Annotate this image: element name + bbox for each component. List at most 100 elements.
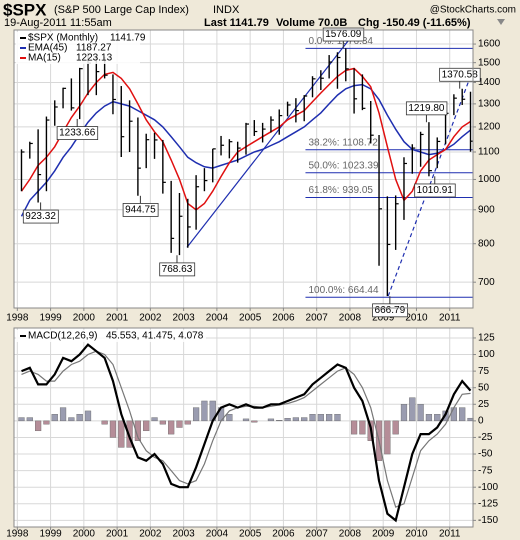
- annotation-label: 768.63: [162, 264, 193, 275]
- annotation-label: 1010.91: [417, 185, 454, 196]
- legend: MACD(12,26,9) 45.553, 41.475, 4.078: [16, 330, 206, 342]
- y-tick-label: -125: [478, 498, 498, 509]
- histogram-bar: [326, 414, 333, 422]
- y-tick-label: -50: [478, 449, 493, 460]
- legend-box: [16, 32, 140, 64]
- annotation-box: [122, 203, 159, 217]
- x-tick-label: 1998: [6, 529, 29, 540]
- fib-label: 100.0%: 664.44: [308, 285, 378, 296]
- index-name: (S&P 500 Large Cap Index): [54, 4, 189, 16]
- y-tick-label: 1000: [478, 174, 501, 185]
- y-tick-label: -75: [478, 465, 493, 476]
- legend-label: MACD(12,26,9): [28, 331, 97, 342]
- annotation-box: [372, 303, 408, 318]
- fib-label: 0.0%: 1576.34: [308, 36, 373, 47]
- x-tick-label: 2004: [206, 529, 229, 540]
- y-tick-label: 75: [478, 366, 490, 377]
- x-tick-label: 2009: [372, 313, 395, 324]
- annotation-label: 944.75: [125, 204, 156, 215]
- annotation-label: 1219.80: [408, 103, 445, 114]
- x-tick-label: 2005: [239, 313, 262, 324]
- legend-label: $SPX (Monthly): [28, 33, 98, 44]
- annotation-box: [405, 101, 448, 116]
- histogram-bar: [251, 420, 258, 423]
- histogram-bar: [43, 420, 50, 425]
- x-tick-label: 1998: [6, 313, 29, 324]
- histogram-bar: [84, 410, 92, 422]
- x-tick-label: 2000: [73, 529, 96, 540]
- y-tick-label: 1300: [478, 99, 501, 110]
- y-tick-label: 1600: [478, 39, 501, 50]
- y-tick-label: 0: [478, 416, 484, 427]
- plot-border: [13, 327, 474, 528]
- histogram-bar: [118, 420, 125, 448]
- y-tick-label: -25: [478, 432, 493, 443]
- histogram-bar: [267, 418, 275, 422]
- y-tick-label: 100: [478, 349, 495, 360]
- source: @StockCharts.com: [430, 5, 516, 16]
- fib-label: 61.8%: 939.05: [308, 185, 373, 196]
- histogram-bar: [68, 417, 75, 422]
- y-tick-label: 1200: [478, 122, 501, 133]
- legend-label: MA(15): [28, 53, 61, 64]
- histogram-bar: [18, 417, 25, 422]
- plot-area: [13, 29, 474, 309]
- legend: $SPX (Monthly) 1141.79 EMA(45) 1187.27 MA(15…: [16, 32, 146, 64]
- histogram-bar: [425, 414, 433, 422]
- x-tick-label: 2008: [339, 529, 362, 540]
- y-tick-label: 900: [478, 204, 495, 215]
- x-tick-label: 2000: [73, 313, 96, 324]
- x-tick-label: 1999: [39, 313, 62, 324]
- annotation-box: [56, 126, 99, 140]
- histogram-bar: [276, 420, 283, 422]
- histogram-bar: [301, 417, 308, 422]
- x-tick-label: 2002: [139, 529, 162, 540]
- histogram-bar: [109, 420, 117, 438]
- legend-box: [16, 330, 206, 342]
- fib-label: 50.0%: 1023.39: [308, 160, 378, 171]
- x-tick-label: 2011: [439, 529, 461, 540]
- legend-value: 1223.13: [76, 53, 113, 64]
- x-tick-label: 2001: [106, 313, 129, 324]
- x-tick-label: 2006: [272, 313, 295, 324]
- histogram-bar: [334, 414, 341, 422]
- x-tick-label: 2003: [173, 529, 196, 540]
- annotation-label: 923.32: [25, 211, 56, 222]
- histogram-bar: [76, 414, 83, 422]
- plot-area: [13, 327, 474, 528]
- histogram-bar: [392, 420, 399, 435]
- histogram-bar: [434, 414, 441, 422]
- legend-value: 45.553, 41.475, 4.078: [106, 331, 204, 342]
- volume: Volume 70.0B: [276, 17, 347, 29]
- y-tick-label: 25: [478, 399, 490, 410]
- trendline: [387, 78, 471, 297]
- series-line: [21, 343, 472, 523]
- y-tick-label: 50: [478, 382, 490, 393]
- annotation-label: 1370.58: [442, 69, 479, 80]
- histogram-bar: [134, 420, 142, 441]
- y-tick-label: -100: [478, 482, 498, 493]
- y-tick-label: 1400: [478, 77, 501, 88]
- annotation-box: [414, 183, 456, 198]
- x-tick-label: 2003: [173, 313, 196, 324]
- histogram-bar: [184, 420, 191, 425]
- annotation-label: 1233.66: [59, 128, 96, 139]
- x-tick-label: 1999: [39, 529, 62, 540]
- plot-border: [13, 29, 474, 309]
- histogram-bar: [168, 420, 175, 435]
- histogram-bar: [450, 407, 457, 422]
- x-tick-label: 2010: [405, 529, 428, 540]
- histogram-bar: [35, 420, 42, 432]
- series-line: [20, 83, 471, 217]
- histogram-bar: [409, 397, 416, 422]
- histogram-bar: [192, 407, 200, 422]
- change: Chg -150.49 (-11.65%): [358, 17, 471, 29]
- histogram-bar: [176, 420, 183, 428]
- histogram-bar: [417, 404, 424, 422]
- annotation-box: [159, 262, 196, 277]
- histogram-bar: [242, 418, 250, 422]
- histogram-bar: [359, 420, 366, 435]
- y-tick-label: -150: [478, 515, 498, 526]
- fib-label: 38.2%: 1108.72: [308, 137, 378, 148]
